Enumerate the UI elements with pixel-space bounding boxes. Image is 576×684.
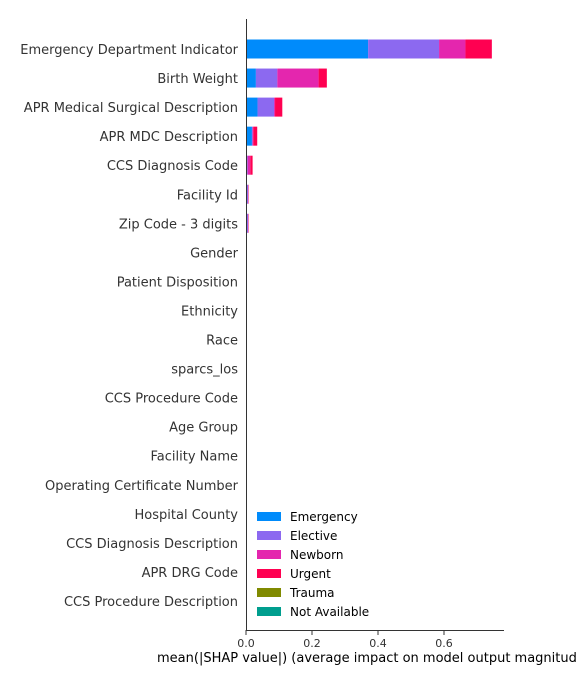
legend-label: Not Available bbox=[290, 605, 369, 619]
bar-segment-elective bbox=[255, 68, 278, 88]
feature-label: Patient Disposition bbox=[117, 275, 238, 290]
legend-swatch bbox=[257, 512, 281, 521]
bar-segment-elective bbox=[246, 213, 248, 233]
feature-label: APR MDC Description bbox=[100, 130, 238, 145]
feature-label: Emergency Department Indicator bbox=[20, 43, 238, 58]
legend-label: Urgent bbox=[290, 567, 331, 581]
bar-segment-emergency bbox=[246, 39, 369, 59]
bar-segment-emergency bbox=[246, 68, 256, 88]
bar-segment-newborn bbox=[277, 68, 319, 88]
bar-segment-urgent bbox=[465, 39, 492, 59]
feature-label: Facility Name bbox=[150, 450, 238, 465]
feature-label: Gender bbox=[190, 246, 239, 261]
legend-swatch bbox=[257, 531, 281, 540]
feature-labels: Emergency Department Indicator Birth Weig… bbox=[20, 43, 238, 610]
bar-segment-newborn bbox=[274, 97, 276, 117]
legend-swatch bbox=[257, 569, 281, 578]
x-tick-label: 0.6 bbox=[435, 637, 453, 650]
feature-label: APR Medical Surgical Description bbox=[24, 101, 238, 116]
feature-label: APR DRG Code bbox=[142, 566, 238, 581]
feature-label: Birth Weight bbox=[157, 72, 238, 87]
feature-label: sparcs_los bbox=[171, 363, 238, 378]
feature-label: Zip Code - 3 digits bbox=[119, 217, 238, 232]
bar-segment-elective bbox=[368, 39, 440, 59]
x-axis-title: mean(|SHAP value|) (average impact on mo… bbox=[157, 651, 576, 666]
legend-label: Trauma bbox=[289, 586, 335, 600]
bar-segment-newborn bbox=[252, 126, 254, 146]
bar-segment-urgent bbox=[250, 155, 253, 175]
bar-segment-emergency bbox=[246, 126, 252, 146]
legend-label: Emergency bbox=[290, 510, 358, 524]
bar-segment-newborn bbox=[247, 155, 251, 175]
legend-label: Elective bbox=[290, 529, 337, 543]
x-axis-ticks: 0.0 0.2 0.4 0.6 bbox=[237, 630, 453, 650]
feature-label: CCS Diagnosis Description bbox=[66, 537, 238, 552]
feature-label: Hospital County bbox=[135, 508, 239, 523]
legend-swatch bbox=[257, 607, 281, 616]
bars-group bbox=[246, 39, 492, 233]
legend-swatch bbox=[257, 550, 281, 559]
feature-label: Facility Id bbox=[177, 188, 238, 203]
bar-segment-emergency bbox=[246, 97, 258, 117]
feature-label: Ethnicity bbox=[181, 304, 238, 319]
feature-label: Race bbox=[206, 334, 238, 349]
feature-label: CCS Diagnosis Code bbox=[107, 159, 238, 174]
legend: Emergency Elective Newborn Urgent Trauma Not … bbox=[257, 510, 369, 619]
x-tick-label: 0.0 bbox=[237, 637, 255, 650]
feature-label: Operating Certificate Number bbox=[45, 479, 239, 494]
feature-label: Age Group bbox=[169, 421, 238, 436]
x-tick-label: 0.2 bbox=[303, 637, 321, 650]
bar-segment-elective bbox=[257, 97, 275, 117]
bar-segment-urgent bbox=[318, 68, 327, 88]
feature-label: CCS Procedure Description bbox=[64, 595, 238, 610]
legend-label: Newborn bbox=[290, 548, 343, 562]
x-tick-label: 0.4 bbox=[369, 637, 387, 650]
bar-segment-elective bbox=[251, 126, 253, 146]
bar-segment-urgent bbox=[253, 126, 258, 146]
bar-segment-newborn bbox=[439, 39, 466, 59]
bar-segment-urgent bbox=[275, 97, 283, 117]
legend-swatch bbox=[257, 588, 281, 597]
bar-segment-elective bbox=[246, 184, 248, 204]
bar-segment-elective bbox=[246, 155, 248, 175]
feature-label: CCS Procedure Code bbox=[105, 392, 238, 407]
